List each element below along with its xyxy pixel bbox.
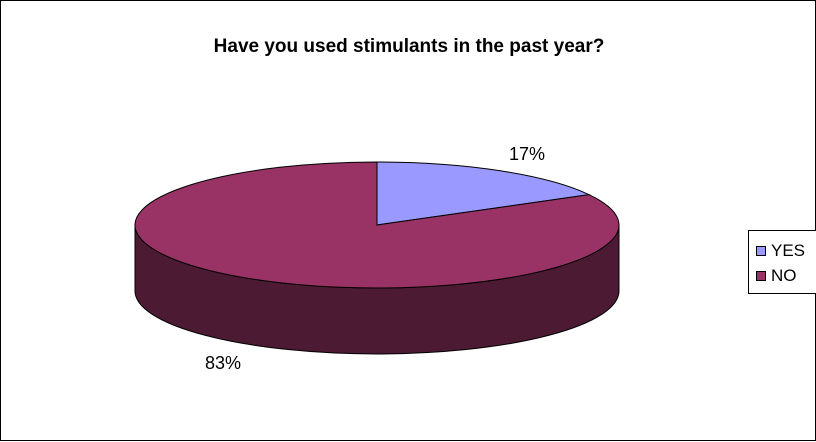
- legend-label-no: NO: [771, 266, 797, 285]
- chart-title: Have you used stimulants in the past yea…: [214, 36, 605, 57]
- pie-slice-yes: [376, 161, 591, 226]
- legend: YES NO: [748, 230, 816, 294]
- legend-swatch-no: [756, 271, 766, 281]
- legend-swatch-yes: [756, 246, 766, 256]
- legend-label-yes: YES: [771, 241, 806, 260]
- data-label-yes: 17%: [509, 144, 545, 164]
- data-label-no: 83%: [205, 353, 241, 373]
- pie-slice-no: [134, 161, 620, 289]
- pie-slices: [134, 161, 620, 355]
- legend-item-yes: YES: [756, 241, 805, 261]
- legend-item-no: NO: [756, 266, 797, 286]
